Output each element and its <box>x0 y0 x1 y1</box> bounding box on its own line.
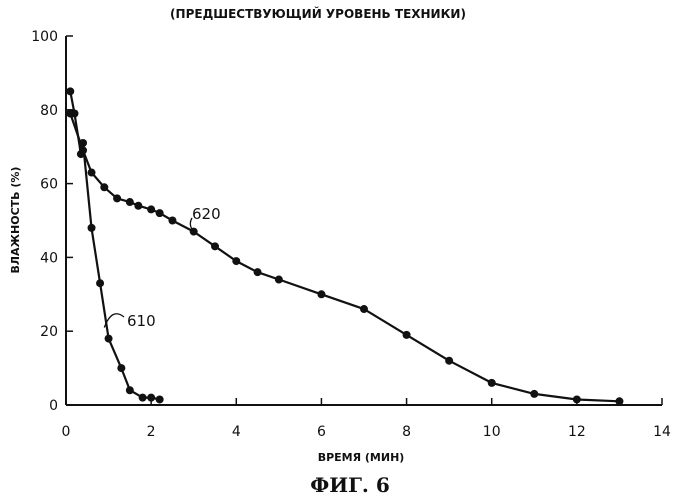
data-point-610 <box>147 394 155 402</box>
series-line-610 <box>70 91 159 399</box>
series-layer: 610 620 <box>66 87 623 405</box>
x-tick-label: 4 <box>232 424 241 440</box>
x-axis-label: ВРЕМЯ (МИН) <box>318 451 405 464</box>
y-tick-label: 100 <box>31 29 58 45</box>
y-axis-label: ВЛАЖНОСТЬ (%) <box>9 167 22 274</box>
ticks: 0 2 4 6 8 10 12 14 0 20 40 60 80 100 <box>31 29 671 440</box>
y-tick-label: 60 <box>40 177 58 193</box>
chart-title: (ПРЕДШЕСТВУЮЩИЙ УРОВЕНЬ ТЕХНИКИ) <box>170 6 466 21</box>
x-tick-label: 8 <box>402 424 411 440</box>
x-tick-label: 14 <box>653 424 671 440</box>
series-line-620 <box>70 114 619 402</box>
data-point-620 <box>134 202 142 210</box>
y-tick-label: 40 <box>40 250 58 266</box>
data-point-620 <box>100 183 108 191</box>
data-point-610 <box>117 364 125 372</box>
data-point-610 <box>66 87 74 95</box>
data-point-620 <box>168 217 176 225</box>
y-tick-label: 20 <box>40 324 58 340</box>
series-label-610: 610 <box>127 312 156 330</box>
data-point-620 <box>88 169 96 177</box>
data-point-610 <box>156 395 164 403</box>
data-point-610 <box>96 279 104 287</box>
data-point-610 <box>139 394 147 402</box>
data-point-620 <box>488 379 496 387</box>
data-point-620 <box>66 109 74 117</box>
data-point-610 <box>105 335 113 343</box>
data-point-620 <box>156 209 164 217</box>
x-tick-label: 10 <box>483 424 501 440</box>
data-point-620 <box>573 395 581 403</box>
data-point-610 <box>88 224 96 232</box>
data-point-620 <box>113 194 121 202</box>
x-tick-label: 12 <box>568 424 586 440</box>
x-tick-label: 6 <box>317 424 326 440</box>
data-point-620 <box>254 268 262 276</box>
data-point-620 <box>126 198 134 206</box>
figure-caption: ФИГ. 6 <box>310 473 390 497</box>
x-tick-label: 0 <box>62 424 71 440</box>
data-point-620 <box>360 305 368 313</box>
y-tick-label: 80 <box>40 103 58 119</box>
axes <box>66 36 662 405</box>
data-point-620 <box>403 331 411 339</box>
data-point-620 <box>530 390 538 398</box>
data-point-620 <box>275 276 283 284</box>
data-point-620 <box>211 242 219 250</box>
data-point-610 <box>126 386 134 394</box>
data-point-620 <box>317 290 325 298</box>
data-point-620 <box>79 146 87 154</box>
data-point-620 <box>232 257 240 265</box>
series-label-620: 620 <box>192 205 221 223</box>
data-point-620 <box>445 357 453 365</box>
x-tick-label: 2 <box>147 424 156 440</box>
y-tick-label: 0 <box>49 398 58 414</box>
data-point-620 <box>615 397 623 405</box>
data-point-620 <box>147 205 155 213</box>
